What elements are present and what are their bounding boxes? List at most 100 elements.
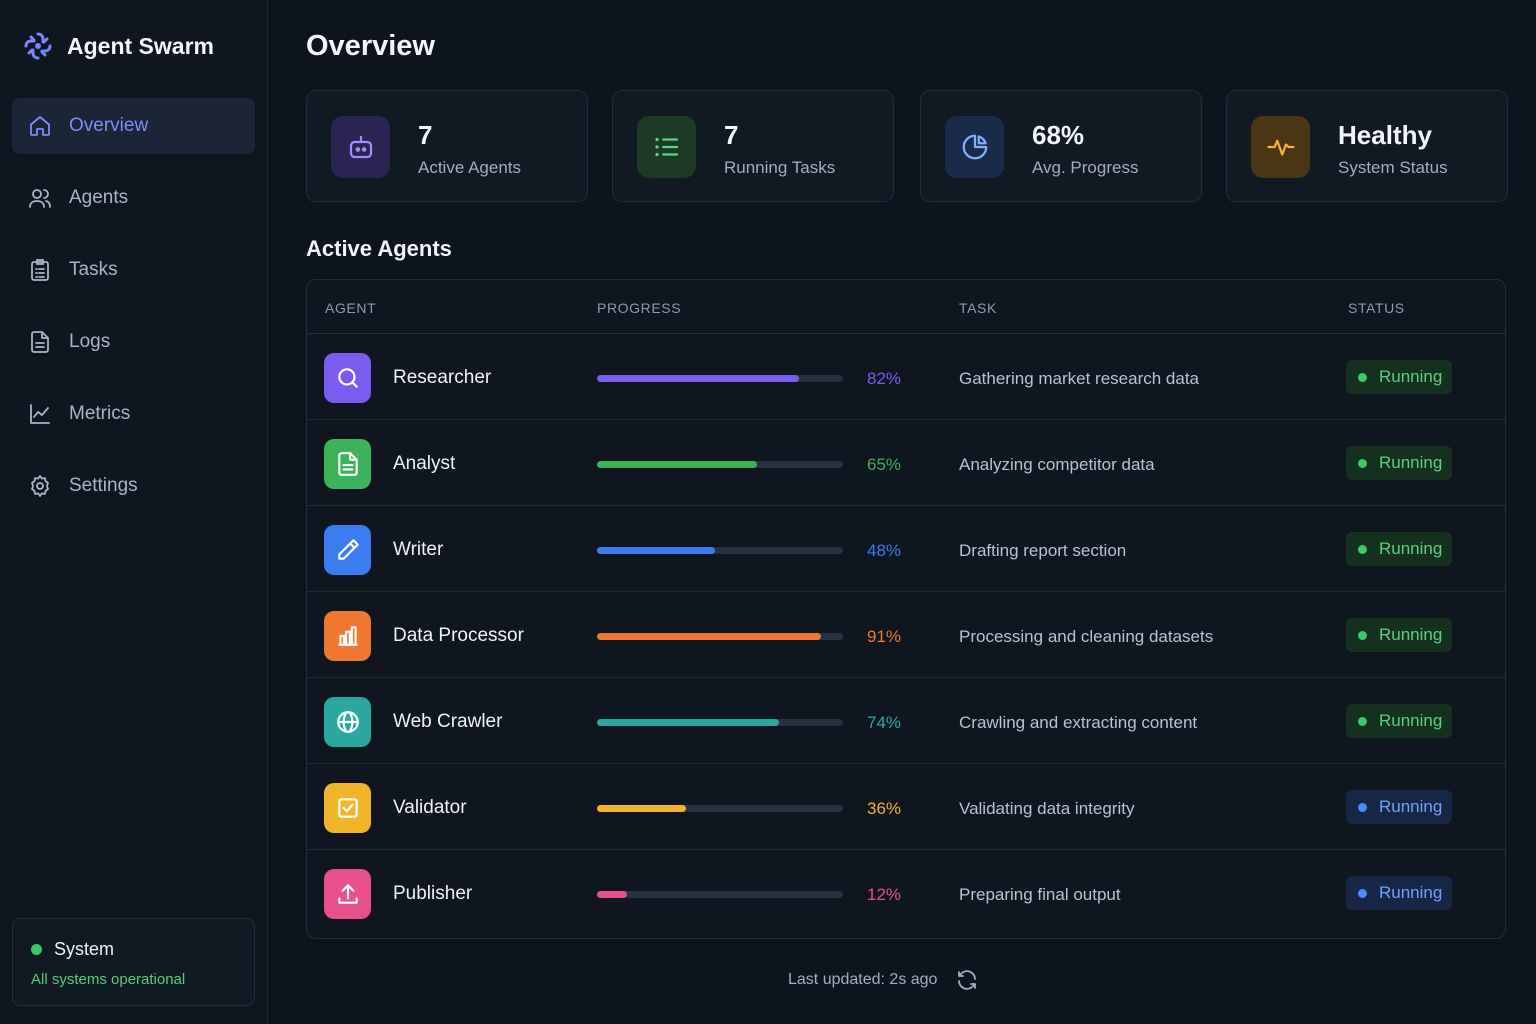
stat-value: 7: [724, 120, 739, 150]
status-badge[interactable]: Running: [1346, 532, 1452, 566]
table-row[interactable]: Web Crawler 74% Crawling and extracting …: [307, 678, 1505, 764]
sidebar-item-agents[interactable]: Agents: [12, 170, 255, 226]
table-row[interactable]: Data Processor 91% Processing and cleani…: [307, 592, 1505, 678]
table-row[interactable]: Researcher 82% Gathering market research…: [307, 334, 1505, 420]
sidebar-nav: Overview Agents Tasks Logs Metrics Setti…: [12, 98, 255, 530]
progress-bar: [597, 719, 843, 726]
agent-avatar: [324, 353, 371, 403]
status-badge[interactable]: Running: [1346, 876, 1452, 910]
status-text: Running: [1379, 883, 1443, 902]
system-status-card: System All systems operational: [12, 918, 255, 1006]
status-text: Running: [1379, 711, 1443, 730]
status-badge[interactable]: Running: [1346, 790, 1452, 824]
agent-name: Data Processor: [393, 625, 524, 646]
agent-task: Crawling and extracting content: [959, 713, 1198, 732]
status-text: Running: [1379, 797, 1443, 816]
progress-fill: [597, 375, 799, 382]
progress-bar: [597, 461, 843, 468]
sidebar-item-overview[interactable]: Overview: [12, 98, 255, 154]
table-header: AGENT PROGRESS TASK STATUS: [307, 280, 1505, 334]
stat-value: Healthy: [1338, 120, 1432, 150]
status-dot: [1358, 458, 1367, 468]
stat-icon-box: [1251, 116, 1310, 178]
progress-fill: [597, 461, 757, 468]
table-row[interactable]: Publisher 12% Preparing final output Run…: [307, 850, 1505, 936]
progress-fill: [597, 719, 780, 726]
stat-label: Active Agents: [418, 158, 522, 177]
stat-icon-box: [331, 116, 390, 178]
progress-percent: 65%: [867, 455, 902, 474]
progress-percent: 12%: [867, 885, 902, 904]
progress-bar: [597, 375, 843, 382]
status-badge[interactable]: Running: [1346, 618, 1452, 652]
status-text: Running: [1379, 453, 1443, 472]
agent-avatar: [324, 869, 371, 919]
progress-percent: 82%: [867, 369, 902, 388]
agent-avatar: [324, 439, 371, 489]
agent-name: Publisher: [393, 883, 473, 904]
footer: Last updated: 2s ago: [788, 968, 979, 992]
agent-name: Validator: [393, 797, 467, 818]
status-badge[interactable]: Running: [1346, 704, 1452, 738]
agent-avatar: [324, 611, 371, 661]
sidebar-item-tasks[interactable]: Tasks: [12, 242, 255, 298]
sidebar-item-label: Settings: [69, 475, 138, 496]
progress-percent: 91%: [867, 627, 902, 646]
status-dot: [1358, 802, 1367, 812]
agent-name: Researcher: [393, 367, 492, 388]
sidebar-item-settings[interactable]: Settings: [12, 458, 255, 514]
progress-fill: [597, 547, 716, 554]
users-icon: [29, 189, 51, 208]
stat-card-avg-progress[interactable]: 68% Avg. Progress: [920, 90, 1202, 202]
status-text: Running: [1379, 539, 1443, 558]
pie-chart-icon: [962, 134, 987, 160]
bar-chart-icon: [337, 626, 358, 646]
column-header-task[interactable]: TASK: [959, 300, 997, 316]
column-header-agent[interactable]: AGENT: [325, 300, 377, 316]
agent-task: Gathering market research data: [959, 369, 1200, 388]
system-title: System: [54, 939, 115, 959]
stat-icon-box: [945, 116, 1004, 178]
agent-name: Writer: [393, 539, 444, 560]
clipboard-list-icon: [31, 259, 49, 281]
sidebar: Agent Swarm Overview Agents Tasks Logs M…: [0, 0, 268, 1024]
stat-card-system-status[interactable]: Healthy System Status: [1226, 90, 1508, 202]
stat-card-running-tasks[interactable]: 7 Running Tasks: [612, 90, 894, 202]
last-updated-text: Last updated: 2s ago: [788, 971, 938, 988]
line-chart-icon: [30, 404, 50, 424]
document-icon: [337, 452, 358, 476]
progress-bar: [597, 547, 843, 554]
stat-label: System Status: [1338, 158, 1448, 177]
column-header-status[interactable]: STATUS: [1348, 300, 1405, 316]
table-row[interactable]: Analyst 65% Analyzing competitor data Ru…: [307, 420, 1505, 506]
status-text: Running: [1379, 625, 1443, 644]
sidebar-item-label: Agents: [69, 187, 129, 208]
status-badge[interactable]: Running: [1346, 360, 1452, 394]
stat-card-active-agents[interactable]: 7 Active Agents: [306, 90, 588, 202]
sidebar-item-metrics[interactable]: Metrics: [12, 386, 255, 442]
agent-task: Analyzing competitor data: [959, 455, 1155, 474]
logo-icon: [24, 32, 52, 60]
agent-name: Analyst: [393, 453, 456, 474]
progress-percent: 48%: [867, 541, 902, 560]
refresh-icon[interactable]: [955, 968, 979, 992]
agent-task: Processing and cleaning datasets: [959, 627, 1214, 646]
progress-percent: 36%: [867, 799, 902, 818]
globe-icon: [336, 711, 359, 733]
sidebar-item-logs[interactable]: Logs: [12, 314, 255, 370]
robot-icon: [349, 135, 372, 159]
stat-value: 68%: [1032, 120, 1085, 150]
check-square-icon: [337, 798, 358, 818]
stat-label: Running Tasks: [724, 158, 836, 177]
column-header-progress[interactable]: PROGRESS: [597, 300, 682, 316]
progress-percent: 74%: [867, 713, 902, 732]
agent-avatar: [324, 783, 371, 833]
sidebar-item-label: Logs: [69, 331, 111, 352]
table-row[interactable]: Validator 36% Validating data integrity …: [307, 764, 1505, 850]
progress-bar: [597, 805, 843, 812]
brand[interactable]: Agent Swarm: [22, 30, 214, 62]
status-badge[interactable]: Running: [1346, 446, 1452, 480]
status-text: Running: [1379, 367, 1443, 386]
table-row[interactable]: Writer 48% Drafting report section Runni…: [307, 506, 1505, 592]
status-dot: [1358, 630, 1367, 640]
